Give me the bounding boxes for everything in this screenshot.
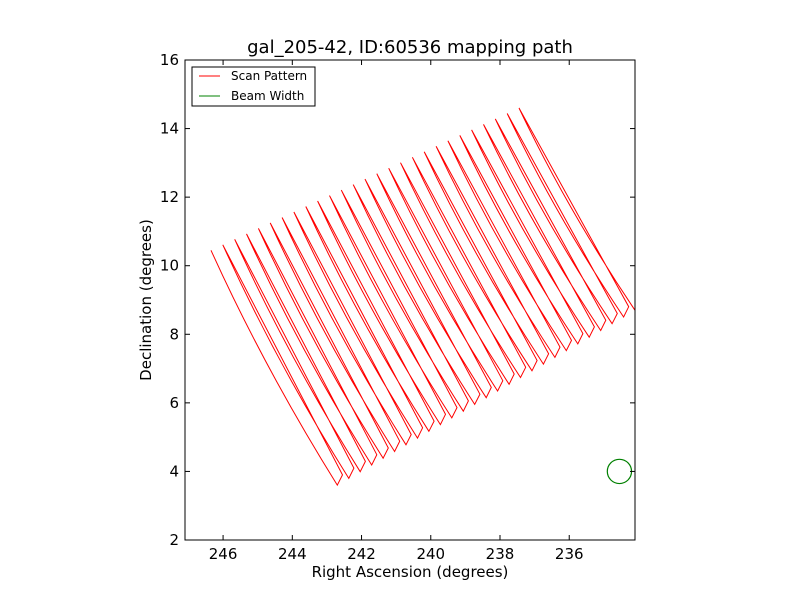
plot-frame	[184, 59, 636, 541]
beam-width-circle	[606, 458, 633, 485]
legend: Scan Pattern Beam Width	[191, 66, 316, 107]
y-tick-label: 12	[160, 188, 179, 206]
x-tick-label: 242	[347, 545, 376, 563]
y-tick-label: 14	[160, 120, 179, 138]
legend-box	[191, 66, 316, 107]
x-tick-label: 246	[209, 545, 238, 563]
x-tick-label: 244	[278, 545, 307, 563]
x-tick-label: 236	[555, 545, 584, 563]
scan-pattern-line	[210, 107, 635, 487]
x-tick-label: 238	[486, 545, 515, 563]
legend-label-scan: Scan Pattern	[231, 69, 307, 83]
x-axis-label: Right Ascension (degrees)	[312, 563, 509, 581]
y-tick-label: 10	[160, 257, 179, 275]
y-tick-label: 2	[169, 531, 179, 549]
x-tick-label: 240	[416, 545, 445, 563]
y-tick-label: 16	[160, 51, 179, 69]
plot-area	[210, 107, 635, 487]
y-tick-label: 6	[169, 394, 179, 412]
y-tick-label: 4	[169, 462, 179, 480]
y-tick-label: 8	[169, 325, 179, 343]
chart-title: gal_205-42, ID:60536 mapping path	[247, 37, 573, 58]
y-axis-label: Declination (degrees)	[137, 219, 155, 381]
legend-label-beam: Beam Width	[231, 89, 304, 103]
